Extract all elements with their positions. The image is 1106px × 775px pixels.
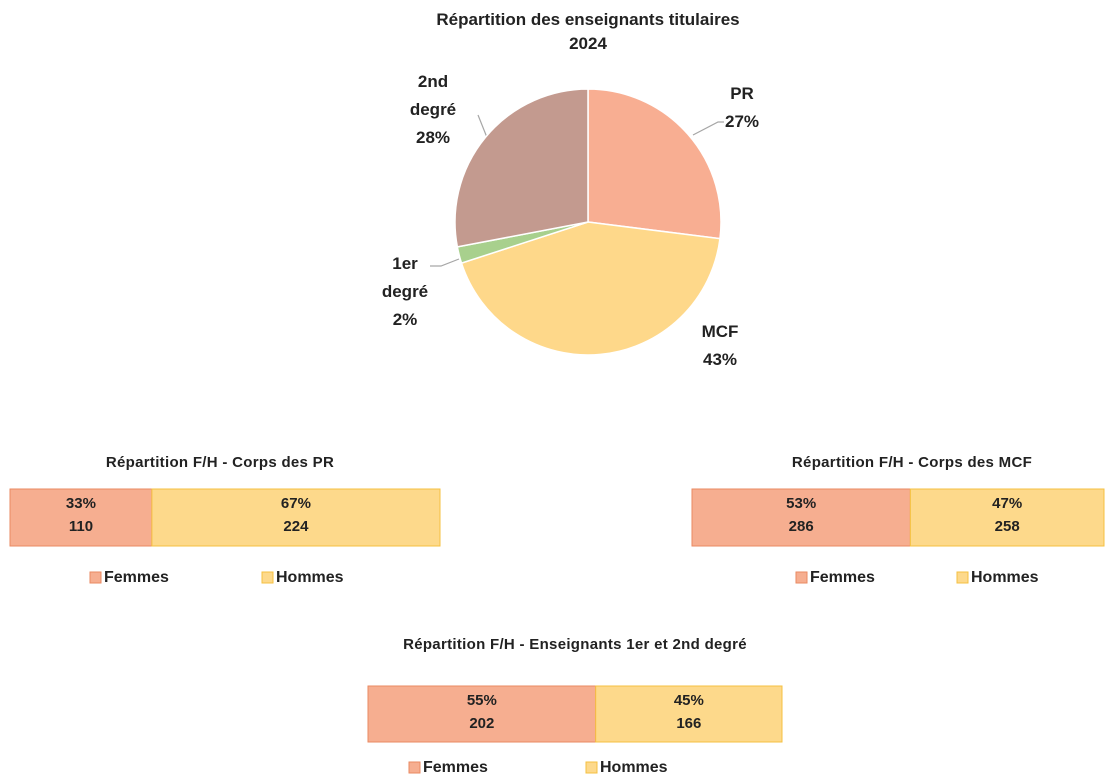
chart-title: Répartition F/H - Corps des MCF — [791, 454, 1033, 471]
segment-count: 202 — [469, 715, 495, 732]
chart-title: Répartition des enseignants titulaires — [436, 10, 740, 29]
bar-segment — [909, 488, 1105, 547]
legend-label: Femmes — [810, 569, 875, 586]
slice-label: 2nd degré 28% — [393, 68, 473, 152]
segment-percent: 47% — [992, 495, 1023, 512]
legend-label: Hommes — [600, 759, 668, 775]
slice-category: PR — [730, 84, 754, 103]
segment-percent: 67% — [280, 495, 311, 512]
legend-swatch — [261, 571, 274, 584]
slice-category: 2nd degré — [409, 72, 457, 119]
leader-line — [430, 258, 460, 267]
pie-slice — [454, 88, 589, 248]
slice-value: 2% — [392, 310, 418, 329]
legend-label: Hommes — [971, 569, 1039, 586]
slice-label: PR 27% — [702, 80, 782, 136]
bar-segment — [151, 488, 441, 547]
segment-count: 110 — [68, 518, 94, 535]
slice-value: 43% — [702, 350, 738, 369]
chart-title: Répartition F/H - Enseignants 1er et 2nd… — [403, 636, 747, 653]
legend-label: Femmes — [423, 759, 488, 775]
segment-percent: 45% — [673, 692, 704, 709]
slice-category: 1er degré — [381, 254, 429, 301]
legend-label: Femmes — [104, 569, 169, 586]
segment-count: 286 — [788, 518, 814, 535]
segment-count: 258 — [994, 518, 1020, 535]
legend-swatch — [585, 761, 598, 774]
legend-label: Hommes — [276, 569, 344, 586]
slice-value: 28% — [415, 128, 451, 147]
bar-segment — [367, 685, 597, 743]
legend-swatch — [408, 761, 421, 774]
leader-line — [692, 121, 724, 136]
bar-segment — [595, 685, 783, 743]
slice-label: 1er degré 2% — [365, 250, 445, 334]
slice-category: MCF — [701, 322, 739, 341]
slice-value: 27% — [724, 112, 760, 131]
segment-percent: 55% — [466, 692, 497, 709]
segment-count: 224 — [283, 518, 309, 535]
legend-swatch — [956, 571, 969, 584]
slice-label: MCF 43% — [680, 318, 760, 374]
pie-slice — [460, 221, 721, 356]
legend-swatch — [89, 571, 102, 584]
chart-title: Répartition F/H - Corps des PR — [105, 454, 335, 471]
segment-percent: 53% — [786, 495, 817, 512]
segment-count: 166 — [676, 715, 702, 732]
chart-subtitle: 2024 — [569, 34, 607, 53]
bar-segment — [691, 488, 911, 547]
pie-slice — [587, 88, 722, 240]
segment-percent: 33% — [65, 495, 96, 512]
legend-swatch — [795, 571, 808, 584]
